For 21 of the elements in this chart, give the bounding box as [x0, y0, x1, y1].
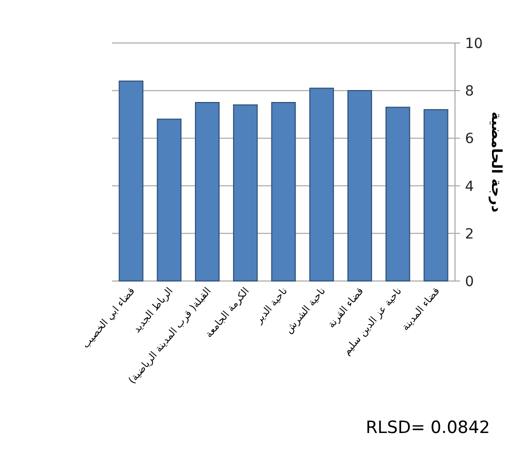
bar	[347, 90, 372, 282]
x-tick-label: قضاء القرنة	[326, 286, 366, 330]
x-tick-label: ناحية الدير	[253, 286, 290, 327]
y-tick-label: 8	[465, 84, 474, 100]
bar	[118, 80, 144, 282]
x-tick-label: قضاء المدينة	[400, 286, 442, 334]
y-tick-label: 4	[465, 178, 474, 195]
bar	[194, 102, 220, 282]
x-tick-label: قضاء ابي الخصيب	[80, 286, 138, 351]
y-axis-title: درجة الحامضية	[488, 112, 504, 212]
y-tick-label: 10	[465, 36, 483, 52]
y-tick-label: 0	[465, 274, 474, 290]
bar	[386, 106, 410, 282]
text: RLSD= 0.0842	[366, 418, 490, 438]
bar	[271, 102, 296, 282]
y-tick-label: 6	[465, 131, 474, 148]
y-tick-label: 2	[465, 226, 474, 242]
bar	[424, 109, 448, 282]
bar	[156, 118, 182, 282]
bar	[233, 104, 258, 282]
bar	[309, 88, 334, 282]
